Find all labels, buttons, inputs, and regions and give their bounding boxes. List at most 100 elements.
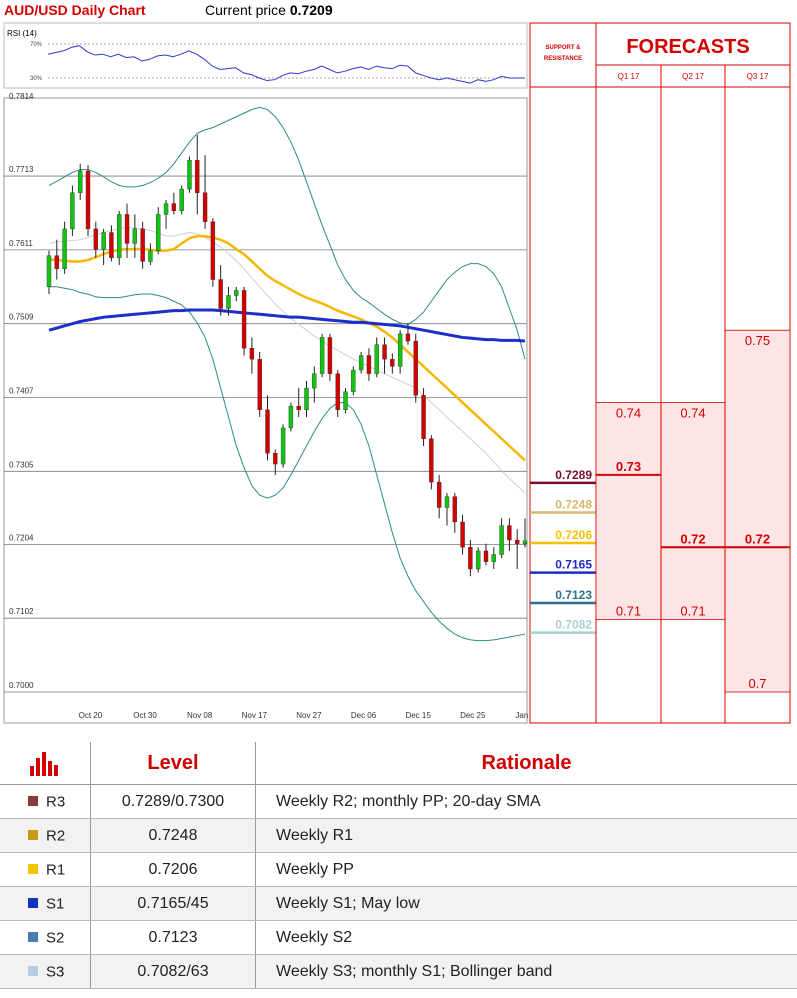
sr-panel-frame <box>529 22 597 724</box>
candle-bear <box>218 279 223 309</box>
candle-bear <box>54 255 60 269</box>
level-name-cell: S3 <box>0 954 91 989</box>
level-row-s2: S2 0.7123 Weekly S2 <box>0 920 797 955</box>
y-tick-label: 0.7611 <box>9 239 33 248</box>
candle-bull <box>234 290 239 296</box>
candle-bear <box>335 373 340 411</box>
candle-bull <box>179 188 184 212</box>
forecast-range-box <box>724 329 791 693</box>
x-tick-label: Oct 20 <box>79 711 103 720</box>
y-tick-label: 0.7713 <box>9 165 34 174</box>
candle-bear <box>241 290 247 349</box>
y-tick-label: 0.7102 <box>9 607 34 616</box>
candle-bull <box>491 554 496 562</box>
candle-bear <box>382 344 387 360</box>
candle-bull <box>374 344 379 374</box>
x-tick-label: Nov 17 <box>242 711 268 720</box>
level-rationale: Weekly S2 <box>255 920 797 955</box>
level-row-r2: R2 0.7248 Weekly R1 <box>0 818 797 853</box>
level-value: 0.7248 <box>90 818 256 853</box>
forecast-high-label: 0.74 <box>680 406 705 421</box>
current-price: Current price 0.7209 <box>205 2 333 18</box>
level-name: R2 <box>46 826 66 844</box>
level-name: R3 <box>46 792 66 810</box>
level-value: 0.7206 <box>90 852 256 887</box>
candle-bear <box>109 232 114 259</box>
candle-bull <box>70 192 75 230</box>
rsi-level-label: 30% <box>30 76 43 82</box>
x-tick-label: Oct 30 <box>133 711 157 720</box>
level-name: S3 <box>46 962 65 980</box>
rsi-level-label: 70% <box>30 42 43 48</box>
candle-bear <box>436 481 442 508</box>
candle-bull <box>46 255 52 287</box>
current-price-label: Current price <box>205 2 286 18</box>
chart-title: AUD/USD Daily Chart <box>4 2 146 18</box>
candle-bear <box>195 159 200 193</box>
forecast-low-label: 0.71 <box>616 604 641 619</box>
candle-bull <box>163 203 169 215</box>
candle-bear <box>210 221 216 280</box>
rsi-panel-frame <box>3 22 528 89</box>
candle-bear <box>413 340 418 396</box>
candle-bear <box>93 228 99 250</box>
sma-200-line <box>48 308 526 343</box>
level-name-cell: R2 <box>0 818 91 853</box>
forecast-high-label: 0.74 <box>616 406 641 421</box>
level-row-r3: R3 0.7289/0.7300 Weekly R2; monthly PP; 20… <box>0 784 797 819</box>
level-value: 0.7165/45 <box>90 886 256 921</box>
candle-bull <box>62 228 67 269</box>
level-row-s3: S3 0.7082/63 Weekly S3; monthly S1; Bollin… <box>0 954 797 989</box>
level-color-swatch <box>28 932 38 943</box>
y-tick-label: 0.7305 <box>9 460 34 469</box>
y-tick-label: 0.7204 <box>9 533 34 542</box>
candle-bull <box>78 170 83 193</box>
level-color-swatch <box>28 830 38 841</box>
sr-level-label: 0.7165 <box>555 558 592 572</box>
candle-bull <box>304 387 309 411</box>
level-row-s1: S1 0.7165/45 Weekly S1; May low <box>0 886 797 921</box>
sr-title-line2: RESISTANCE <box>544 56 582 62</box>
forecast-low-label: 0.7 <box>748 676 766 691</box>
candle-bear <box>405 333 411 342</box>
candle-bull <box>187 159 192 190</box>
candle-bear <box>429 438 434 483</box>
rsi-label: RSI (14) <box>7 29 37 38</box>
x-tick-label: Dec 06 <box>351 711 377 720</box>
bollinger-lower-line <box>49 286 526 642</box>
chart-area: RSI (14) 70% 30% 0.7814 0.7713 0.7611 0.7509 0.… <box>3 22 791 724</box>
forecast-low-label: 0.71 <box>680 604 705 619</box>
level-name-cell: S1 <box>0 886 91 921</box>
rationale-header: Rationale <box>255 742 797 785</box>
forecast-average-label: 0.72 <box>745 531 770 546</box>
level-color-swatch <box>28 864 38 875</box>
forecast-range-box <box>660 402 726 621</box>
level-color-swatch <box>28 966 38 977</box>
candle-bull <box>156 214 161 251</box>
candle-bear <box>514 539 520 544</box>
level-rationale: Weekly PP <box>255 852 797 887</box>
candle-bear <box>468 547 473 570</box>
candle-bull <box>499 525 504 555</box>
candle-bull <box>397 333 403 367</box>
forecast-average-label: 0.72 <box>680 531 705 546</box>
forecast-quarter-label: Q1 17 <box>618 72 640 81</box>
sr-title-line1: SUPPORT & <box>545 45 581 51</box>
current-price-value: 0.7209 <box>289 2 333 18</box>
candle-bear <box>421 395 426 439</box>
y-tick-label: 0.7814 <box>9 92 34 101</box>
level-name: S1 <box>46 894 65 912</box>
level-color-swatch <box>28 898 38 909</box>
x-tick-label: Dec 15 <box>405 711 431 720</box>
level-name: S2 <box>46 928 65 946</box>
level-rationale: Weekly S3; monthly S1; Bollinger band <box>255 954 797 989</box>
candle-bull <box>117 214 122 259</box>
candle-bull <box>288 405 294 429</box>
candle-bear <box>390 358 395 367</box>
y-tick-label: 0.7509 <box>9 313 34 322</box>
bollinger-upper-line <box>48 106 526 360</box>
sr-level-label: 0.7289 <box>555 468 592 482</box>
candle-bull <box>358 355 364 371</box>
level-value: 0.7082/63 <box>90 954 256 989</box>
x-tick-label: Nov 08 <box>187 711 213 720</box>
